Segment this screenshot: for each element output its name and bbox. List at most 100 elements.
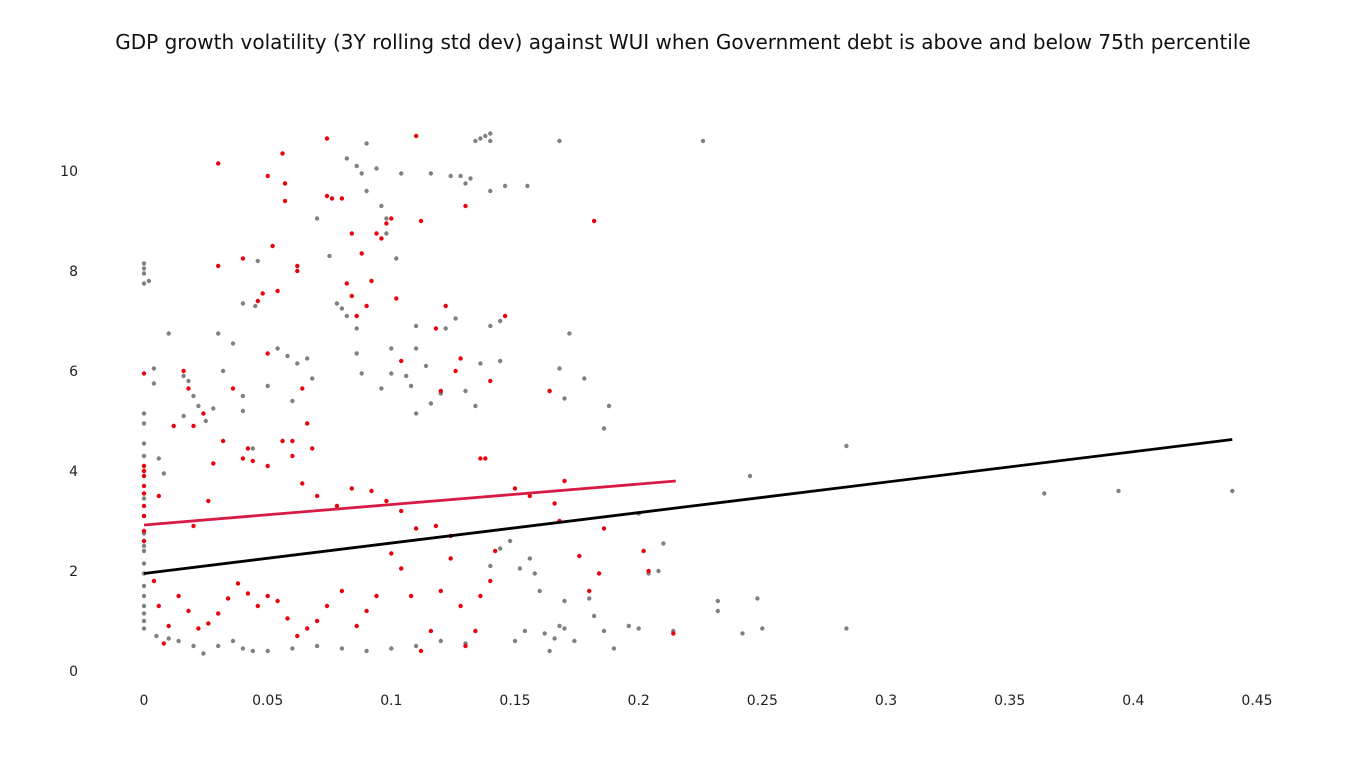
data-point-series-1-128 bbox=[384, 498, 389, 504]
data-point-series-0-152 bbox=[389, 646, 394, 651]
data-point-series-0-43 bbox=[250, 446, 255, 451]
data-point-series-0-39 bbox=[240, 301, 246, 306]
data-point-series-1-56 bbox=[399, 358, 404, 364]
data-point-series-0-123 bbox=[760, 626, 765, 631]
data-point-series-1-85 bbox=[463, 643, 468, 649]
data-point-series-0-144 bbox=[512, 638, 518, 644]
data-point-series-0-22 bbox=[141, 583, 147, 589]
data-point-series-1-3 bbox=[141, 473, 147, 479]
trend-line-0 bbox=[143, 438, 1233, 575]
data-point-series-0-50 bbox=[310, 376, 315, 381]
data-point-series-0-161 bbox=[216, 643, 221, 649]
data-point-series-0-106 bbox=[562, 396, 567, 401]
data-point-series-1-50 bbox=[369, 278, 374, 284]
data-point-series-0-87 bbox=[359, 371, 364, 376]
data-point-series-1-8 bbox=[141, 528, 147, 534]
data-point-series-1-116 bbox=[156, 603, 161, 609]
data-point-series-0-61 bbox=[374, 166, 379, 171]
data-point-series-0-125 bbox=[844, 626, 849, 631]
data-point-series-1-19 bbox=[220, 438, 226, 444]
data-point-series-0-54 bbox=[339, 306, 345, 311]
data-point-series-0-11 bbox=[141, 453, 147, 459]
data-point-series-0-137 bbox=[537, 588, 542, 594]
data-point-series-0-68 bbox=[413, 346, 419, 351]
data-point-series-0-117 bbox=[661, 541, 666, 546]
data-point-series-0-150 bbox=[438, 638, 443, 644]
y-axis-tick-labels: 0 2 4 6 8 10 bbox=[60, 164, 78, 680]
data-point-series-1-55 bbox=[394, 296, 399, 301]
data-point-series-0-8 bbox=[141, 411, 147, 416]
data-point-series-0-27 bbox=[141, 626, 147, 631]
data-point-series-1-36 bbox=[295, 268, 300, 274]
data-point-series-0-38 bbox=[240, 393, 246, 399]
data-point-series-1-80 bbox=[671, 631, 676, 636]
data-point-series-0-33 bbox=[203, 418, 208, 424]
data-point-series-0-158 bbox=[250, 648, 255, 654]
data-point-series-0-9 bbox=[141, 421, 147, 426]
data-point-series-0-113 bbox=[1042, 491, 1047, 496]
data-point-series-1-76 bbox=[577, 553, 582, 559]
x-tick-label: 0.4 bbox=[1122, 693, 1144, 709]
data-point-series-0-160 bbox=[230, 638, 236, 644]
data-point-series-1-65 bbox=[478, 456, 483, 461]
data-point-series-1-20 bbox=[230, 386, 236, 391]
x-tick-label: 0.45 bbox=[1241, 693, 1272, 709]
data-point-series-0-96 bbox=[443, 326, 448, 331]
data-point-series-1-60 bbox=[438, 388, 443, 394]
data-point-series-1-49 bbox=[364, 303, 369, 309]
data-point-series-1-107 bbox=[235, 581, 241, 586]
data-point-series-1-131 bbox=[433, 523, 439, 529]
data-point-series-0-100 bbox=[478, 361, 483, 366]
data-point-series-0-84 bbox=[700, 138, 706, 144]
data-point-series-1-57 bbox=[413, 133, 419, 139]
data-point-series-0-14 bbox=[161, 471, 166, 476]
data-point-series-1-27 bbox=[265, 173, 270, 179]
x-tick-label: 0.1 bbox=[380, 693, 402, 709]
data-point-series-1-64 bbox=[463, 203, 468, 209]
data-point-series-0-59 bbox=[364, 188, 369, 194]
data-point-series-1-117 bbox=[151, 578, 157, 584]
data-point-series-1-68 bbox=[502, 313, 508, 319]
data-point-series-0-1 bbox=[141, 266, 147, 271]
data-point-series-1-41 bbox=[324, 136, 330, 141]
data-point-series-1-81 bbox=[493, 548, 498, 554]
data-point-series-1-2 bbox=[141, 468, 147, 474]
data-point-series-0-80 bbox=[488, 188, 493, 194]
data-point-series-0-67 bbox=[413, 323, 419, 329]
data-point-series-0-163 bbox=[191, 643, 196, 649]
data-point-series-0-48 bbox=[295, 361, 300, 366]
data-point-series-0-35 bbox=[216, 331, 221, 336]
data-point-series-1-54 bbox=[389, 216, 394, 221]
data-point-series-1-48 bbox=[359, 251, 364, 256]
data-point-series-0-0 bbox=[141, 261, 147, 266]
data-point-series-0-25 bbox=[141, 611, 147, 616]
data-point-series-0-90 bbox=[389, 371, 394, 376]
data-point-series-1-108 bbox=[225, 596, 231, 601]
data-point-series-1-75 bbox=[601, 526, 607, 531]
data-point-series-0-159 bbox=[240, 646, 246, 651]
data-point-series-0-129 bbox=[611, 646, 617, 651]
data-point-series-0-72 bbox=[458, 173, 463, 179]
data-point-series-0-141 bbox=[507, 538, 513, 544]
data-point-series-0-138 bbox=[532, 571, 537, 576]
data-point-series-1-101 bbox=[295, 633, 300, 639]
data-point-series-0-111 bbox=[844, 443, 849, 449]
data-point-series-1-105 bbox=[255, 603, 260, 609]
data-point-series-1-127 bbox=[369, 488, 374, 494]
data-point-series-0-79 bbox=[488, 138, 493, 144]
data-point-series-1-42 bbox=[329, 196, 335, 201]
data-point-series-1-123 bbox=[300, 481, 305, 486]
data-point-series-0-5 bbox=[166, 331, 171, 336]
data-point-series-0-53 bbox=[334, 301, 340, 306]
data-point-series-1-58 bbox=[418, 218, 424, 224]
data-point-series-1-121 bbox=[280, 438, 285, 444]
data-point-series-1-113 bbox=[176, 593, 181, 599]
data-point-series-1-47 bbox=[354, 313, 359, 319]
data-point-series-1-53 bbox=[384, 221, 389, 226]
data-point-series-0-42 bbox=[240, 408, 246, 414]
data-point-series-0-153 bbox=[364, 648, 369, 654]
data-point-series-1-79 bbox=[646, 568, 651, 574]
data-point-series-1-63 bbox=[458, 356, 463, 361]
data-point-series-1-87 bbox=[448, 556, 453, 561]
data-point-series-0-78 bbox=[488, 131, 493, 136]
